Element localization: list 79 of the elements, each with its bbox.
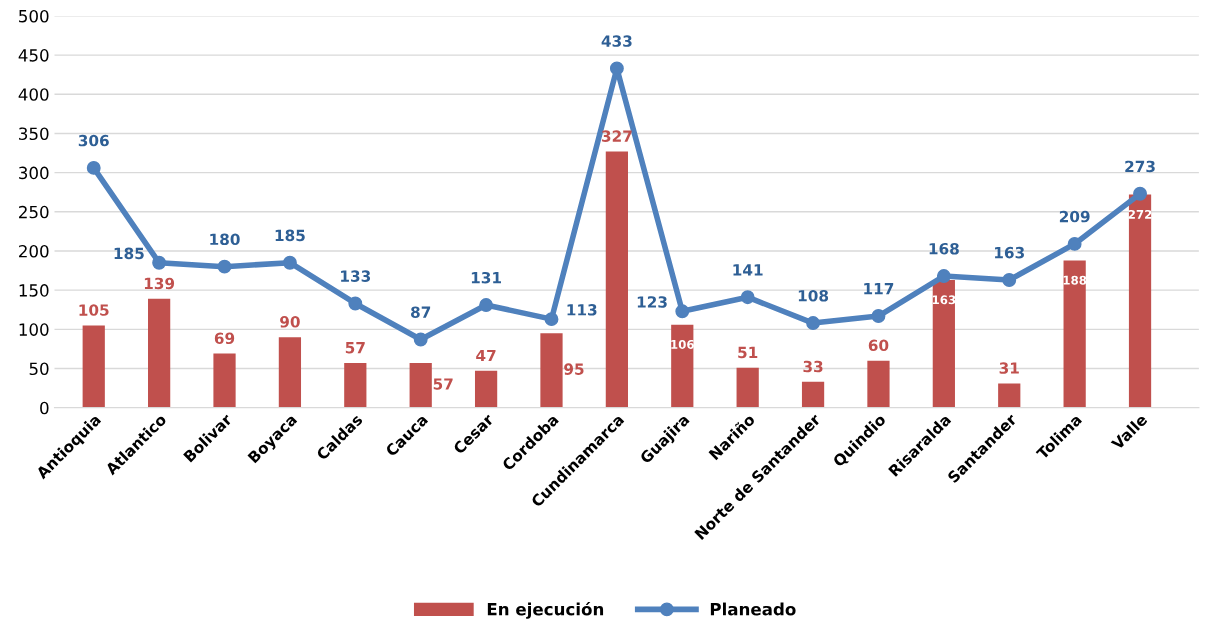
y-tick-label: 100: [19, 323, 49, 336]
y-tick-label: 350: [19, 127, 49, 141]
point: [609, 61, 624, 76]
bar: [605, 151, 628, 408]
data-label: 51: [738, 346, 758, 359]
data-label: 95: [564, 363, 584, 375]
data-label: 47: [476, 349, 496, 362]
data-label: 185: [275, 229, 305, 242]
data-label: 123: [637, 296, 667, 308]
point: [675, 304, 690, 319]
y-tick-label: 450: [18, 49, 49, 62]
bar: [867, 360, 890, 408]
data-label: 87: [411, 306, 431, 318]
bar: [148, 298, 171, 408]
data-label: 188: [1063, 275, 1087, 285]
y-tick-label: 500: [19, 9, 49, 23]
point: [544, 312, 559, 327]
y-tick-label: 400: [18, 88, 49, 101]
y-tick-label: 200: [19, 244, 49, 258]
y-tick-label: 300: [19, 166, 49, 180]
bar: [671, 324, 694, 408]
point: [282, 255, 297, 270]
data-label: 31: [999, 362, 1019, 374]
data-label: 168: [929, 242, 959, 255]
data-label: 117: [864, 283, 894, 295]
data-label: 57: [433, 378, 453, 390]
bar: [409, 363, 432, 408]
bar: [801, 381, 825, 408]
bar: [1128, 194, 1152, 408]
bar: [1063, 260, 1086, 408]
data-label: 185: [114, 247, 144, 260]
point: [806, 316, 821, 331]
point: [740, 290, 755, 305]
data-label: 57: [345, 342, 365, 354]
bar: [736, 367, 759, 408]
y-tick-label: 0: [40, 401, 49, 415]
legend-label: Planeado: [710, 602, 796, 616]
data-label: 141: [733, 264, 763, 276]
bar: [82, 325, 105, 408]
point: [479, 298, 494, 312]
point: [871, 309, 886, 323]
data-label: 90: [280, 316, 300, 328]
data-label: 163: [995, 246, 1024, 259]
data-label: 163: [932, 295, 956, 305]
point: [152, 255, 167, 270]
data-label: 33: [803, 360, 823, 373]
bar: [213, 353, 236, 408]
y-tick-label: 150: [19, 284, 49, 297]
data-label: 433: [601, 35, 632, 47]
point: [86, 160, 101, 175]
point: [1133, 186, 1147, 201]
data-label: 105: [79, 304, 109, 316]
point: [217, 259, 232, 274]
data-label: 327: [601, 130, 632, 142]
bar: [278, 337, 302, 408]
data-label: 273: [1125, 160, 1155, 173]
legend-label: En ejecución: [487, 601, 604, 619]
data-label: 108: [798, 289, 829, 302]
data-label: 113: [567, 304, 597, 316]
point: [348, 296, 363, 311]
data-label: 131: [471, 271, 501, 284]
data-label: 60: [868, 339, 889, 352]
point: [1067, 236, 1082, 251]
bar: [540, 333, 563, 408]
bar: [932, 279, 955, 408]
data-label: 139: [144, 277, 175, 290]
data-label: 69: [214, 332, 235, 345]
data-label: 306: [78, 134, 109, 147]
data-label: 133: [341, 270, 371, 282]
data-label: 209: [1059, 210, 1090, 223]
data-label: 180: [210, 233, 240, 246]
point: [413, 332, 428, 347]
point: [936, 269, 951, 283]
point: [1002, 273, 1017, 287]
y-tick-label: 250: [19, 205, 49, 219]
y-tick-label: 50: [29, 362, 49, 376]
bar: [344, 363, 367, 408]
bar: [998, 383, 1021, 408]
bar: [474, 370, 498, 408]
